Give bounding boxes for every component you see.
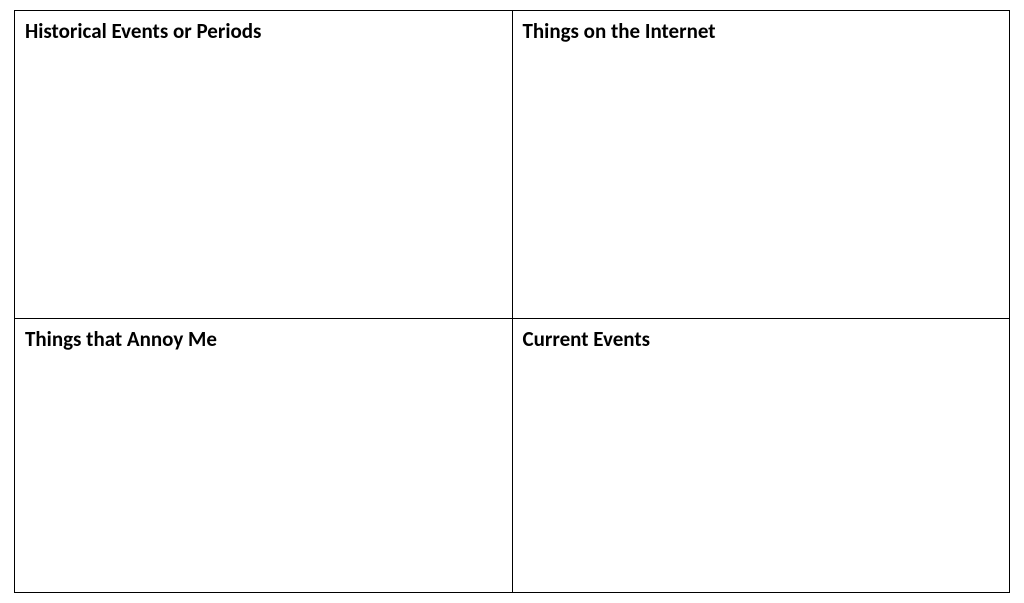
cell-current-events: Current Events [512, 319, 1010, 593]
quadrant-table: Historical Events or Periods Things on t… [14, 10, 1010, 593]
table-row: Things that Annoy Me Current Events [15, 319, 1010, 593]
cell-things-that-annoy-me: Things that Annoy Me [15, 319, 513, 593]
cell-historical-events: Historical Events or Periods [15, 11, 513, 319]
cell-heading: Current Events [523, 327, 1000, 352]
cell-heading: Historical Events or Periods [25, 19, 502, 44]
table-row: Historical Events or Periods Things on t… [15, 11, 1010, 319]
cell-heading: Things that Annoy Me [25, 327, 502, 352]
cell-things-on-internet: Things on the Internet [512, 11, 1010, 319]
cell-heading: Things on the Internet [523, 19, 1000, 44]
